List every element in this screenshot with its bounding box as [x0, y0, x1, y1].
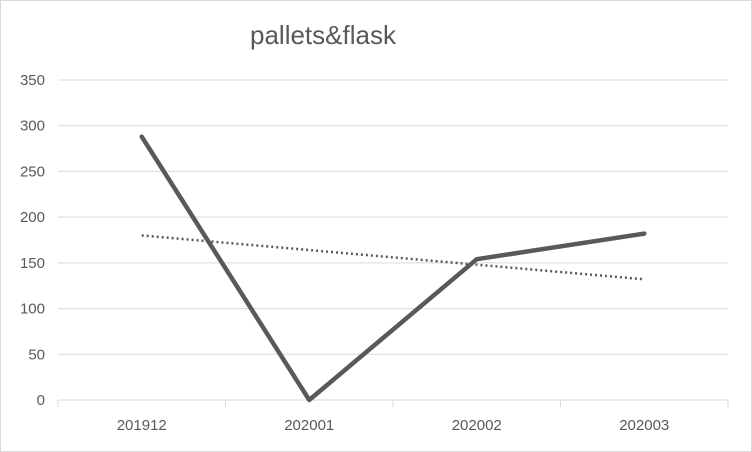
- y-tick-label: 200: [20, 209, 45, 226]
- series-line: [139, 134, 647, 403]
- trendline: [141, 234, 645, 281]
- x-tick-label: 202001: [284, 417, 334, 434]
- y-tick-label: 50: [28, 346, 45, 363]
- x-tick-label: 202003: [619, 417, 669, 434]
- y-tick-label: 350: [20, 72, 45, 89]
- x-tick-label: 202002: [452, 417, 502, 434]
- y-tick-label: 150: [20, 255, 45, 272]
- x-tick-label: 201912: [117, 417, 167, 434]
- y-tick-label: 300: [20, 118, 45, 135]
- y-tick-label: 250: [20, 163, 45, 180]
- chart-title: pallets&flask: [250, 20, 396, 50]
- y-tick-label: 100: [20, 301, 45, 318]
- y-tick-label: 0: [37, 392, 45, 409]
